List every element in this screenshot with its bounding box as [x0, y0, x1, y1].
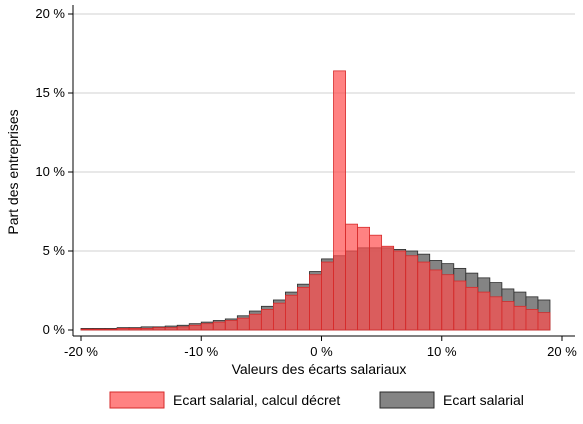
bar-ecart-salarial-decret [309, 274, 322, 331]
bar-ecart-salarial-decret [212, 321, 226, 331]
y-tick-label: 0 % [43, 322, 66, 337]
bar-ecart-salarial-decret [164, 327, 178, 331]
bar-ecart-salarial-decret [140, 328, 154, 331]
bar-ecart-salarial-decret [453, 280, 467, 331]
bar-ecart-salarial-decret [333, 70, 346, 331]
bar-ecart-salarial-decret [200, 323, 214, 331]
bar-ecart-salarial-decret [465, 286, 479, 331]
bar-ecart-salarial-decret [441, 274, 455, 331]
bar-ecart-salarial-decret [152, 327, 166, 331]
y-tick-label: 20 % [35, 6, 65, 21]
bar-ecart-salarial-decret [297, 286, 310, 331]
bar-ecart-salarial-decret [381, 245, 395, 331]
bar-ecart-salarial-decret [128, 328, 142, 331]
bar-ecart-salarial-decret [357, 226, 371, 331]
bar-ecart-salarial-decret [92, 328, 106, 331]
bar-ecart-salarial-decret [537, 312, 551, 331]
y-tick-label: 10 % [35, 164, 65, 179]
x-axis-ticks: -20 % -10 % 0 % 10 % 20 % [64, 336, 577, 359]
bar-ecart-salarial-decret [501, 301, 515, 331]
x-tick-label: 10 % [427, 344, 457, 359]
bar-ecart-salarial-decret [188, 324, 202, 331]
bar-ecart-salarial-decret [248, 313, 262, 331]
legend: Ecart salarial, calcul décret Ecart sala… [109, 391, 524, 409]
x-tick-label: -20 % [64, 344, 98, 359]
bar-ecart-salarial-decret [285, 294, 298, 331]
legend-swatch-ecart-salarial-decret [109, 391, 165, 409]
bar-ecart-salarial-decret [369, 234, 383, 331]
y-tick-label: 15 % [35, 85, 65, 100]
y-axis-ticks: 0 % 5 % 10 % 15 % 20 % [35, 6, 73, 337]
legend-swatch-ecart-salarial [379, 391, 435, 409]
bar-ecart-salarial-decret [513, 305, 527, 331]
bar-ecart-salarial-decret [80, 328, 94, 331]
y-tick-label: 5 % [43, 243, 66, 258]
bar-ecart-salarial-decret [429, 269, 443, 331]
x-axis-title: Valeurs des écarts salariaux [232, 361, 407, 377]
x-tick-label: 0 % [310, 344, 333, 359]
bar-ecart-salarial-decret [272, 302, 286, 331]
bar-ecart-salarial-decret [393, 250, 407, 331]
bar-ecart-salarial-decret [477, 291, 491, 331]
bar-ecart-salarial-decret [321, 261, 334, 331]
bar-ecart-salarial-decret [489, 296, 503, 331]
bar-ecart-salarial-decret [236, 317, 250, 331]
y-axis-title: Part des entreprises [5, 109, 21, 234]
bar-ecart-salarial-decret [224, 320, 238, 331]
x-tick-label: -10 % [184, 344, 218, 359]
legend-label-ecart-salarial: Ecart salarial [443, 392, 524, 408]
x-tick-label: 20 % [547, 344, 577, 359]
bar-ecart-salarial-decret [345, 223, 358, 331]
bar-ecart-salarial-decret [405, 255, 419, 331]
bar-ecart-salarial-decret [176, 326, 190, 331]
series-ecart-salarial-decret-bars [80, 70, 551, 331]
bar-ecart-salarial-decret [260, 309, 274, 331]
grid-lines [73, 13, 575, 252]
bar-ecart-salarial-decret [116, 328, 130, 331]
legend-label-ecart-salarial-decret: Ecart salarial, calcul décret [173, 392, 340, 408]
bar-ecart-salarial-decret [525, 309, 539, 331]
bar-ecart-salarial-decret [104, 328, 118, 331]
bar-ecart-salarial-decret [417, 261, 431, 331]
